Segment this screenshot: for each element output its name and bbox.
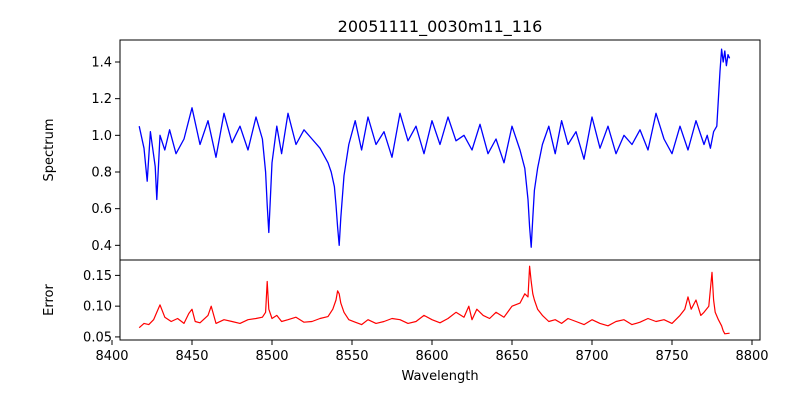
error-y-tick-label: 0.05 xyxy=(83,330,112,345)
spectrum-y-tick-label: 1.0 xyxy=(91,129,112,144)
x-tick-label: 8600 xyxy=(415,349,448,364)
spectrum-y-tick-label: 1.2 xyxy=(91,92,112,107)
x-tick-label: 8700 xyxy=(575,349,608,364)
x-tick-label: 8650 xyxy=(495,349,528,364)
spectrum-y-tick-label: 0.6 xyxy=(91,202,112,217)
x-tick-label: 8800 xyxy=(735,349,768,364)
x-tick-label: 8400 xyxy=(95,349,128,364)
error-axes-frame xyxy=(119,259,761,341)
x-tick-label: 8450 xyxy=(175,349,208,364)
spectrum-y-tick-label: 1.4 xyxy=(91,56,112,71)
error-series-line xyxy=(138,265,730,335)
x-axis-label: Wavelength xyxy=(401,369,478,384)
error-y-tick-label: 0.15 xyxy=(83,269,112,284)
chart-title: 20051111_0030m11_116 xyxy=(338,17,543,37)
spectrum-y-tick-label: 0.4 xyxy=(91,239,112,254)
x-tick-label: 8550 xyxy=(335,349,368,364)
spectrum-series-line xyxy=(138,48,731,248)
error-y-ticks: 0.05 0.10 0.15 xyxy=(83,269,120,345)
x-tick-label: 8500 xyxy=(255,349,288,364)
error-y-tick-label: 0.10 xyxy=(83,300,112,315)
error-y-axis-label: Error xyxy=(42,284,57,316)
x-tick-label: 8750 xyxy=(655,349,688,364)
spectrum-y-ticks: 0.4 0.6 0.8 1.0 1.2 1.4 xyxy=(91,56,120,254)
error-panel: 0.05 0.10 0.15 Error xyxy=(42,259,761,345)
x-axis-ticks: 8400 8450 8500 8550 8600 8650 8700 8750 8800 xyxy=(95,340,769,364)
spectrum-y-axis-label: Spectrum xyxy=(42,119,57,182)
spectrum-y-tick-label: 0.8 xyxy=(91,166,112,181)
spectrum-panel: 0.4 0.6 0.8 1.0 1.2 1.4 Spectrum xyxy=(42,39,761,261)
